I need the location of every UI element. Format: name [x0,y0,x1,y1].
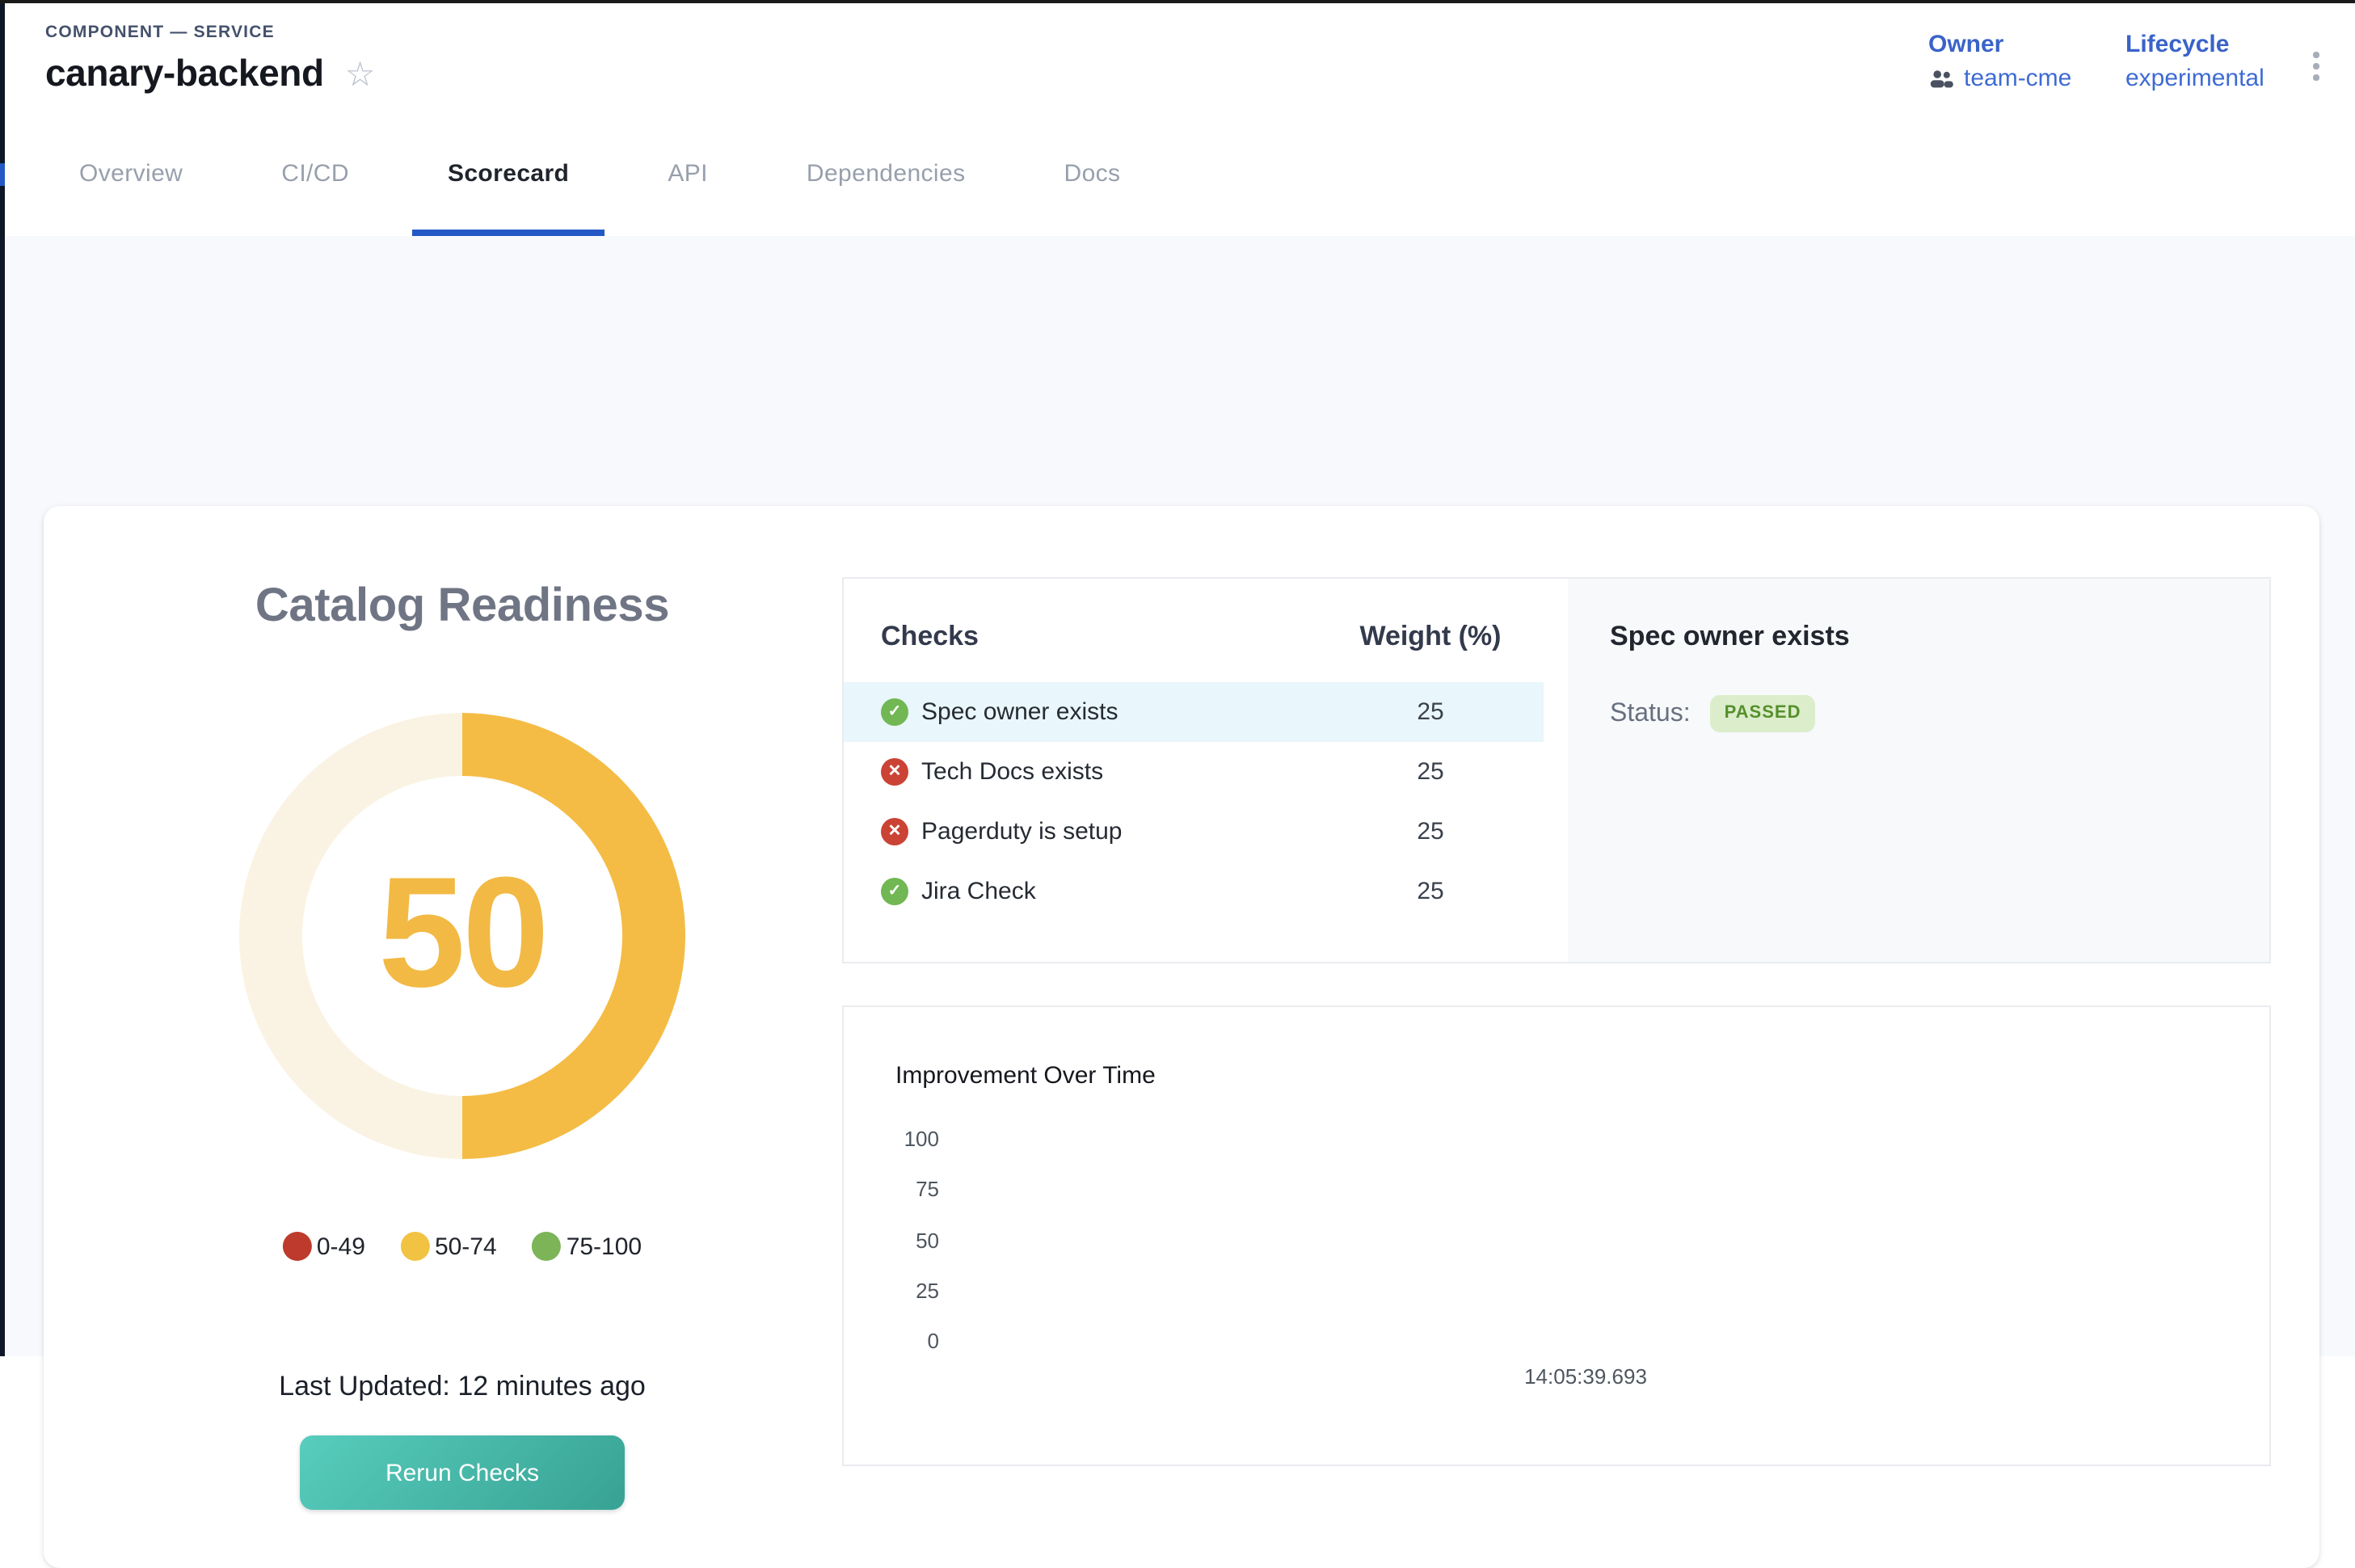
favorite-star-icon[interactable]: ☆ [345,58,376,92]
chart-y-axis: 100 75 50 25 0 [860,1125,939,1356]
breadcrumb: COMPONENT — SERVICE [45,23,275,42]
tab-dependencies[interactable]: Dependencies [771,118,1001,236]
y-tick-label: 0 [860,1327,939,1356]
check-detail-panel: Spec owner exists Status: PASSED [1568,579,2269,962]
legend-dot-red [283,1232,312,1261]
legend-item-high: 75-100 [533,1232,642,1261]
chart-plot-area [957,1125,2231,1356]
status-badge: PASSED [1710,695,1816,732]
more-options-menu-icon[interactable] [2307,45,2325,86]
app-window: COMPONENT — SERVICE canary-backend ☆ Own… [0,0,2355,1356]
tab-api[interactable]: API [632,118,744,236]
gauge-score: 50 [378,853,546,1019]
y-tick-label: 75 [860,1176,939,1205]
weight-column-header: Weight (%) [1333,621,1527,653]
y-tick-label: 25 [860,1277,939,1306]
owner-label: Owner [1928,31,2071,58]
tab-docs[interactable]: Docs [1029,118,1156,236]
checks-table: Checks Weight (%) ✓ Spec owner exists 25… [844,579,1568,962]
gauge-section: Catalog Readiness 50 0-49 50-74 [44,506,881,1568]
lifecycle-value: experimental [2125,65,2264,92]
entity-header: COMPONENT — SERVICE canary-backend ☆ Own… [5,3,2355,120]
chart-title: Improvement Over Time [895,1062,1156,1090]
improvement-chart-panel: Improvement Over Time 100 75 50 25 0 14:05:3… [842,1005,2271,1466]
check-detail-title: Spec owner exists [1610,621,2269,653]
gauge-legend: 0-49 50-74 75-100 [283,1232,642,1261]
page-background: Catalog Readiness 50 0-49 50-74 [5,236,2355,1356]
checks-column-header: Checks [881,621,1333,653]
legend-item-mid: 50-74 [401,1232,497,1261]
check-passed-icon: ✓ [881,878,908,905]
tab-overview[interactable]: Overview [44,118,218,236]
legend-dot-yellow [401,1232,430,1261]
rerun-checks-button[interactable]: Rerun Checks [300,1435,625,1510]
owner-group-icon [1928,69,1954,88]
check-row-tech-docs[interactable]: ✕ Tech Docs exists 25 [844,742,1544,802]
scorecard-card: Catalog Readiness 50 0-49 50-74 [44,506,2319,1568]
check-failed-icon: ✕ [881,818,908,845]
readiness-gauge: 50 [239,713,685,1159]
check-failed-icon: ✕ [881,758,908,786]
check-row-spec-owner[interactable]: ✓ Spec owner exists 25 [844,682,1544,742]
legend-dot-green [533,1232,562,1261]
checks-panel: Checks Weight (%) ✓ Spec owner exists 25… [842,577,2271,963]
gauge-title: Catalog Readiness [255,580,669,634]
check-row-pagerduty[interactable]: ✕ Pagerduty is setup 25 [844,802,1544,862]
lifecycle-block: Lifecycle experimental [2125,31,2264,92]
tab-scorecard[interactable]: Scorecard [412,118,605,236]
last-updated-text: Last Updated: 12 minutes ago [279,1371,646,1403]
y-tick-label: 100 [860,1125,939,1154]
tab-cicd[interactable]: CI/CD [246,118,385,236]
legend-item-low: 0-49 [283,1232,365,1261]
owner-link[interactable]: team-cme [1964,65,2071,92]
check-row-jira[interactable]: ✓ Jira Check 25 [844,862,1544,921]
owner-block: Owner team-cme [1928,31,2071,92]
y-tick-label: 50 [860,1226,939,1255]
entity-tabs: Overview CI/CD Scorecard API Dependencie… [5,118,2355,236]
lifecycle-label: Lifecycle [2125,31,2264,58]
page-title: canary-backend [45,52,324,95]
status-label: Status: [1610,699,1691,728]
chart-x-tick-label: 14:05:39.693 [1524,1364,1647,1389]
check-passed-icon: ✓ [881,698,908,726]
